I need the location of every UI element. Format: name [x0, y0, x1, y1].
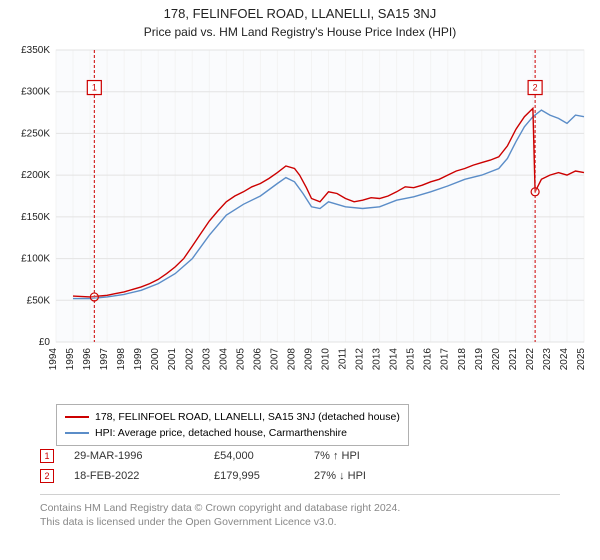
svg-text:1994: 1994: [48, 348, 59, 371]
svg-text:2009: 2009: [303, 348, 314, 371]
svg-text:£150K: £150K: [21, 212, 50, 223]
svg-text:2010: 2010: [321, 348, 332, 371]
svg-text:1996: 1996: [82, 348, 93, 371]
sale-date: 29-MAR-1996: [74, 450, 214, 462]
svg-text:2013: 2013: [372, 348, 383, 371]
svg-text:2022: 2022: [525, 348, 536, 371]
svg-text:2007: 2007: [269, 348, 280, 371]
sale-row: 2 18-FEB-2022£179,99527% ↓ HPI: [40, 466, 444, 486]
svg-text:2000: 2000: [150, 348, 161, 371]
svg-text:2008: 2008: [286, 348, 297, 371]
legend: 178, FELINFOEL ROAD, LLANELLI, SA15 3NJ …: [56, 404, 409, 446]
legend-label: HPI: Average price, detached house, Carm…: [95, 427, 347, 439]
sale-marker: 2: [40, 469, 54, 483]
svg-text:2024: 2024: [559, 348, 570, 371]
svg-text:1995: 1995: [65, 348, 76, 371]
svg-text:£300K: £300K: [21, 87, 50, 98]
legend-swatch: [65, 416, 89, 418]
svg-text:2017: 2017: [440, 348, 451, 371]
sale-price: £179,995: [214, 470, 314, 482]
title-subtitle: Price paid vs. HM Land Registry's House …: [0, 25, 600, 39]
svg-text:2014: 2014: [389, 348, 400, 371]
svg-text:1998: 1998: [116, 348, 127, 371]
legend-swatch: [65, 432, 89, 434]
svg-text:£50K: £50K: [27, 295, 51, 306]
svg-text:£200K: £200K: [21, 170, 50, 181]
svg-text:2016: 2016: [423, 348, 434, 371]
footer-copyright: Contains HM Land Registry data © Crown c…: [40, 501, 560, 515]
svg-text:2025: 2025: [576, 348, 587, 371]
title-address: 178, FELINFOEL ROAD, LLANELLI, SA15 3NJ: [0, 6, 600, 21]
sale-pct-vs-hpi: 7% ↑ HPI: [314, 450, 444, 462]
svg-text:2006: 2006: [252, 348, 263, 371]
svg-text:2002: 2002: [184, 348, 195, 371]
svg-text:2003: 2003: [201, 348, 212, 371]
svg-text:2004: 2004: [218, 348, 229, 371]
sale-pct-vs-hpi: 27% ↓ HPI: [314, 470, 444, 482]
svg-text:2001: 2001: [167, 348, 178, 371]
svg-text:£100K: £100K: [21, 254, 50, 265]
chart-area: 1994 1995 1996 1997 1998 1999 2000 2001 2002 2003…: [8, 46, 592, 396]
svg-text:2005: 2005: [235, 348, 246, 371]
title-block: 178, FELINFOEL ROAD, LLANELLI, SA15 3NJ …: [0, 0, 600, 39]
svg-text:2011: 2011: [338, 348, 349, 370]
svg-text:1997: 1997: [99, 348, 110, 371]
chart-container: 178, FELINFOEL ROAD, LLANELLI, SA15 3NJ …: [0, 0, 600, 560]
sale-row: 1 29-MAR-1996£54,0007% ↑ HPI: [40, 446, 444, 466]
sale-marker: 1: [40, 449, 54, 463]
svg-text:2023: 2023: [542, 348, 553, 371]
svg-text:£0: £0: [39, 337, 51, 348]
svg-text:2018: 2018: [457, 348, 468, 371]
svg-text:2020: 2020: [491, 348, 502, 371]
legend-row: 178, FELINFOEL ROAD, LLANELLI, SA15 3NJ …: [65, 409, 400, 425]
svg-text:2012: 2012: [355, 348, 366, 371]
svg-text:1: 1: [92, 83, 97, 93]
legend-row: HPI: Average price, detached house, Carm…: [65, 425, 400, 441]
svg-text:£350K: £350K: [21, 46, 50, 56]
svg-text:£250K: £250K: [21, 128, 50, 139]
legend-label: 178, FELINFOEL ROAD, LLANELLI, SA15 3NJ …: [95, 411, 400, 423]
svg-text:2: 2: [533, 83, 538, 93]
chart-svg: 1994 1995 1996 1997 1998 1999 2000 2001 2002 2003…: [8, 46, 592, 396]
sale-date: 18-FEB-2022: [74, 470, 214, 482]
sales-table: 1 29-MAR-1996£54,0007% ↑ HPI 2 18-FEB-2022£…: [40, 446, 444, 486]
svg-text:1999: 1999: [133, 348, 144, 371]
footer: Contains HM Land Registry data © Crown c…: [40, 494, 560, 529]
sale-price: £54,000: [214, 450, 314, 462]
svg-text:2019: 2019: [474, 348, 485, 371]
svg-text:2021: 2021: [508, 348, 519, 371]
svg-text:2015: 2015: [406, 348, 417, 371]
footer-licence: This data is licensed under the Open Gov…: [40, 515, 560, 529]
